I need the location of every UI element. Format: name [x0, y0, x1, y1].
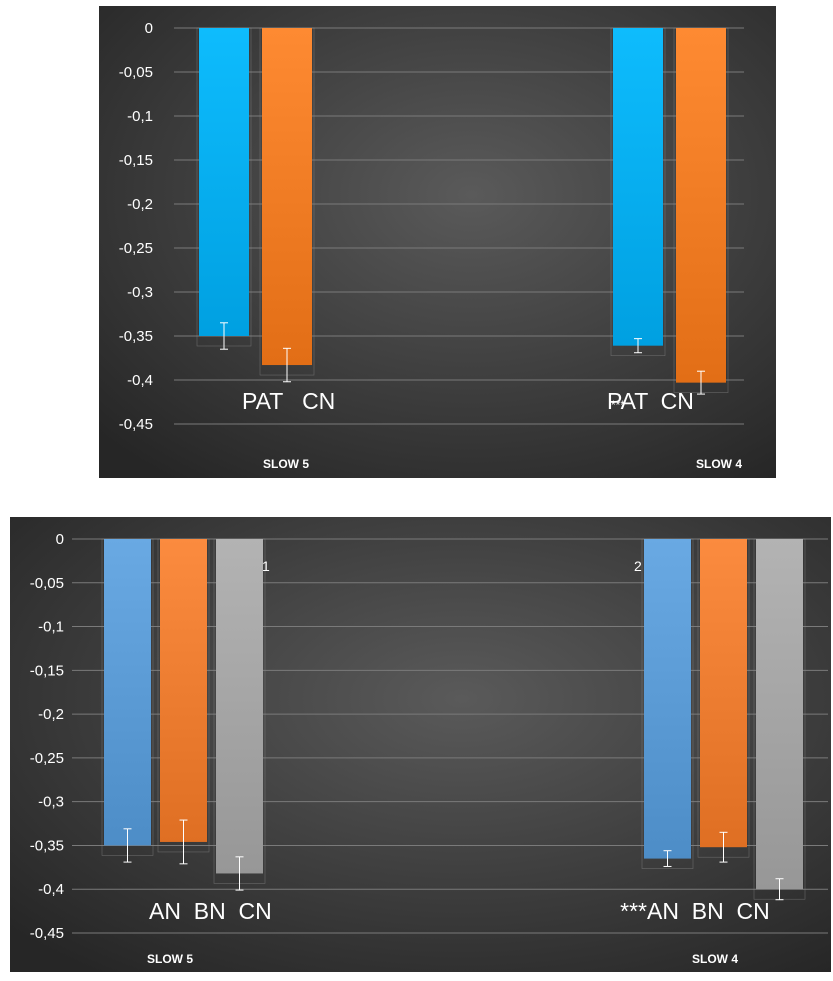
y-tick-label: -0,05 — [119, 64, 153, 81]
group-label: AN BN CN — [647, 898, 770, 924]
bar — [262, 28, 312, 366]
y-tick-label: -0,25 — [30, 750, 64, 767]
y-tick-label: -0,25 — [119, 240, 153, 257]
x-category-label: SLOW 5 — [263, 457, 309, 471]
y-tick-label: -0,2 — [127, 196, 153, 213]
x-category-label: SLOW 5 — [147, 952, 193, 966]
annotation-label: 2 — [634, 558, 642, 574]
group-label: PAT CN — [242, 388, 335, 414]
bar — [700, 539, 747, 848]
chart-bottom-svg: 0 -0,05 -0,1 -0,15 -0,2 -0,25 -0,3 -0,35 -0,4 -0,… — [10, 517, 831, 972]
y-tick-label: 0 — [56, 531, 64, 548]
bar — [676, 28, 726, 383]
chart-top-svg: 0 -0,05 -0,1 -0,15 -0,2 -0,25 -0,3 -0,35 -0,4 -0,… — [99, 6, 776, 478]
bar — [644, 539, 691, 859]
y-tick-label: -0,45 — [119, 416, 153, 433]
annotation-label: 1 — [262, 558, 270, 574]
bar — [104, 539, 151, 846]
y-tick-label: -0,05 — [30, 575, 64, 592]
y-tick-label: -0,4 — [38, 881, 64, 898]
bar — [613, 28, 663, 346]
y-tick-label: -0,3 — [127, 284, 153, 301]
y-tick-label: 0 — [145, 20, 153, 37]
y-tick-label: -0,4 — [127, 372, 153, 389]
chart-top: 0 -0,05 -0,1 -0,15 -0,2 -0,25 -0,3 -0,35 -0,4 -0,… — [99, 6, 776, 478]
significance-label: *** — [611, 398, 625, 412]
y-tick-label: -0,2 — [38, 706, 64, 723]
y-tick-label: -0,3 — [38, 794, 64, 811]
bar — [216, 539, 263, 874]
y-tick-label: -0,35 — [30, 837, 64, 854]
y-tick-label: -0,15 — [30, 662, 64, 679]
x-category-label: SLOW 4 — [692, 952, 738, 966]
bar — [756, 539, 803, 890]
y-tick-label: -0,15 — [119, 152, 153, 169]
group-label: AN BN CN — [149, 898, 272, 924]
y-tick-label: -0,35 — [119, 328, 153, 345]
significance-label: *** — [620, 898, 647, 924]
x-category-label: SLOW 4 — [696, 457, 742, 471]
chart-bottom: 0 -0,05 -0,1 -0,15 -0,2 -0,25 -0,3 -0,35 -0,4 -0,… — [10, 517, 831, 972]
bar — [199, 28, 249, 336]
y-tick-label: -0,1 — [38, 619, 64, 636]
bar — [160, 539, 207, 842]
y-tick-label: -0,45 — [30, 925, 64, 942]
group-label: PAT CN — [607, 388, 694, 414]
y-tick-label: -0,1 — [127, 108, 153, 125]
